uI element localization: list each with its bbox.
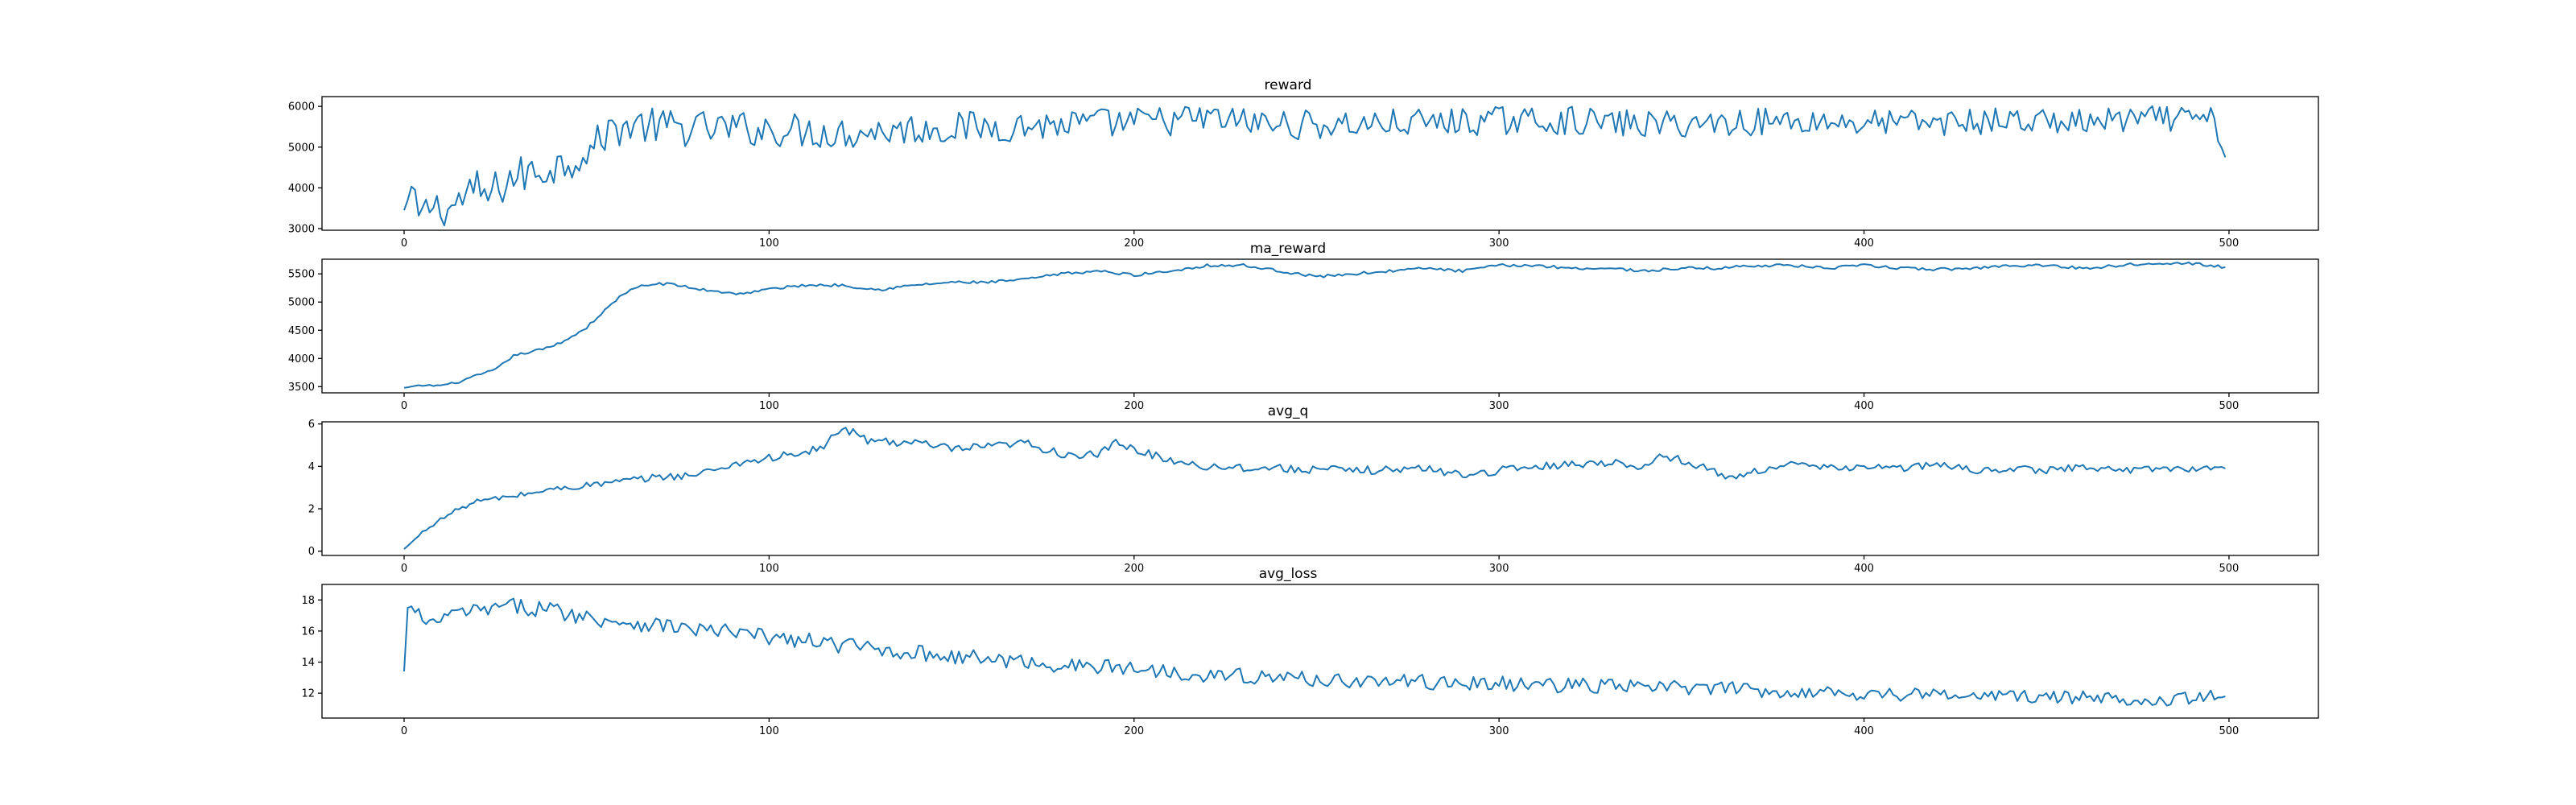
avg-q-xtick-label: 0: [401, 563, 407, 575]
ma-reward-xtick-label: 300: [1489, 400, 1509, 412]
ma-reward-title: ma_reward: [1250, 241, 1326, 257]
ma-reward-xtick-label: 0: [401, 400, 407, 412]
avg-loss-xtick-label: 400: [1854, 725, 1874, 737]
avg-q-ytick-label: 6: [308, 419, 315, 431]
avg-loss-xtick-label: 200: [1124, 725, 1144, 737]
ma-reward-xtick-label: 100: [759, 400, 779, 412]
avg-q-axes-frame: [321, 421, 2319, 556]
reward-axes-frame: [321, 96, 2319, 231]
avg-loss-ytick-label: 16: [301, 625, 315, 638]
ma-reward-ytick-label: 4500: [288, 325, 315, 337]
reward-xtick-label: 100: [759, 237, 779, 250]
reward-xtick-label: 500: [2219, 237, 2240, 250]
avg-q-xtick-label: 300: [1489, 563, 1509, 575]
reward-xtick-label: 0: [401, 237, 407, 250]
avg-loss-series-line: [403, 597, 2226, 707]
reward-ytick-label: 3000: [288, 223, 315, 235]
reward-series-line: [403, 105, 2227, 227]
reward-ytick-label: 6000: [288, 101, 315, 114]
avg-q-ytick-label: 0: [308, 546, 315, 558]
avg-loss-xtick-label: 0: [401, 725, 407, 737]
avg-loss-ytick-label: 14: [301, 657, 315, 669]
avg-loss-xtick-label: 300: [1489, 725, 1509, 737]
avg-q-title: avg_q: [1268, 403, 1309, 419]
avg-q-xtick-label: 100: [759, 563, 779, 575]
reward-ytick-label: 5000: [288, 142, 315, 154]
ma-reward-ytick-label: 4000: [288, 353, 315, 365]
avg-q-ytick-label: 2: [308, 504, 315, 516]
ma-reward-series-line: [403, 262, 2226, 389]
ma-reward-xtick-label: 400: [1854, 400, 1874, 412]
reward-xtick-label: 300: [1489, 237, 1509, 250]
avg-q-xtick-label: 400: [1854, 563, 1874, 575]
reward-panel: reward 0 100 200 300 400 500 3000 4000 5000 6000: [288, 77, 2319, 250]
avg-loss-ytick-label: 18: [301, 595, 315, 607]
ma-reward-xtick-label: 200: [1124, 400, 1144, 412]
ma-reward-ytick-label: 5000: [288, 297, 315, 309]
avg-loss-axes-frame: [321, 584, 2319, 719]
avg-loss-xtick-label: 100: [759, 725, 779, 737]
avg-loss-ytick-label: 12: [301, 688, 315, 700]
ma-reward-ytick-label: 3500: [288, 382, 315, 394]
avg-loss-panel: avg_loss 0 100 200 300 400 500 12 14 16 18: [301, 566, 2319, 737]
ma-reward-ytick-label: 5500: [288, 269, 315, 281]
avg-q-series-line: [403, 427, 2226, 550]
ma-reward-axes-frame: [321, 258, 2319, 394]
ma-reward-xtick-label: 500: [2219, 400, 2240, 412]
reward-title: reward: [1265, 77, 1312, 93]
avg-q-panel: avg_q 0 100 200 300 400 500 0 2 4 6: [308, 403, 2319, 575]
avg-q-xtick-label: 200: [1124, 563, 1144, 575]
avg-q-ytick-label: 4: [308, 461, 315, 473]
avg-q-xtick-label: 500: [2219, 563, 2240, 575]
avg-loss-xtick-label: 500: [2219, 725, 2240, 737]
reward-ytick-label: 4000: [288, 183, 315, 195]
avg-loss-title: avg_loss: [1259, 566, 1318, 582]
ma-reward-panel: ma_reward 0 100 200 300 400 500 3500 4000 4500 50…: [288, 241, 2319, 412]
reward-xtick-label: 200: [1124, 237, 1144, 250]
reward-xtick-label: 400: [1854, 237, 1874, 250]
